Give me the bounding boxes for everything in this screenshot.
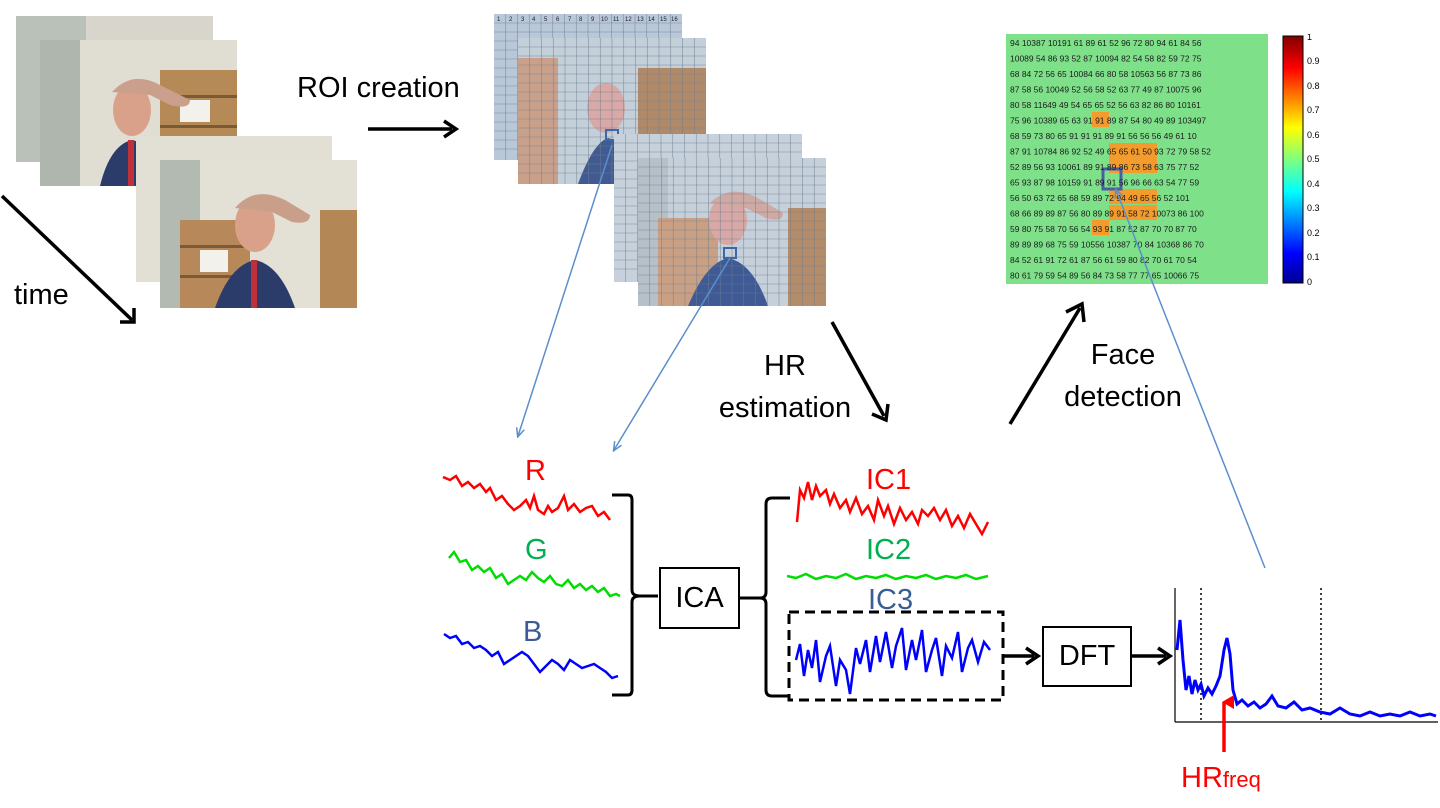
roi-grid-number: 15 — [660, 17, 667, 23]
roi-grid-number: 5 — [544, 17, 548, 23]
heatmap-row: 87 58 56 10049 52 56 58 52 63 77 49 87 1… — [1010, 85, 1202, 95]
roi-grid-number: 11 — [613, 17, 620, 23]
heatmap-row: 10089 54 86 93 52 87 10094 82 54 58 82 5… — [1010, 54, 1202, 64]
hr-estimation-label: HR estimation — [700, 345, 870, 429]
roi-pointer-line-2 — [614, 257, 731, 450]
ic2-label: IC2 — [866, 534, 912, 566]
ic1-label: IC1 — [866, 464, 912, 496]
spectrum-plot — [1174, 588, 1438, 723]
ic-bracket — [759, 496, 790, 698]
roi-pointer-line-1 — [518, 144, 613, 436]
colorbar-tick: 0.8 — [1307, 81, 1320, 91]
heatmap-selected-cell — [1101, 167, 1123, 191]
hr-freq-main: HR — [1181, 762, 1223, 794]
roi-grid-number: 10 — [601, 17, 608, 23]
colorbar-tick: 0 — [1307, 277, 1312, 286]
hr-freq-sub: freq — [1222, 767, 1261, 792]
roi-grid-number: 1 — [497, 17, 501, 23]
b-label: B — [523, 616, 543, 648]
spectrum-trace — [1175, 619, 1437, 718]
ic2-trace — [786, 572, 989, 581]
roi-grid-number: 12 — [625, 17, 632, 23]
ic3-dashed-box — [787, 610, 1005, 702]
roi-grid-number: 9 — [591, 17, 595, 23]
hr-estimation-line2: estimation — [718, 392, 852, 424]
heatmap-row: 59 80 75 58 70 56 54 93 91 87 52 87 70 7… — [1010, 224, 1197, 234]
colorbar-tick: 1 — [1307, 34, 1312, 42]
b-trace — [443, 632, 619, 680]
heatmap-row: 68 59 73 80 65 91 91 91 89 91 56 56 56 4… — [1010, 131, 1197, 141]
heatmap-row: 84 52 61 91 72 61 87 56 61 59 80 82 70 6… — [1010, 255, 1197, 265]
dft-box: DFT — [1042, 626, 1132, 687]
heatmap-row: 68 84 72 56 65 10084 66 80 58 10563 56 8… — [1010, 69, 1202, 79]
heatmap-row: 56 50 63 72 65 68 59 89 72 94 49 65 56 5… — [1010, 193, 1190, 203]
roi-grid-number: 16 — [671, 17, 678, 23]
hr-arrow — [830, 321, 886, 417]
face-detection-line1: Face — [1090, 339, 1156, 371]
roi-grid-number: 8 — [579, 17, 583, 23]
hr-freq-label: HRfreq — [1181, 762, 1261, 795]
g-trace — [448, 549, 621, 598]
heatmap-row: 52 89 56 93 10061 89 91 89 86 73 58 63 7… — [1010, 162, 1199, 172]
ic3-trace — [794, 627, 991, 695]
colorbar-tick: 0.1 — [1307, 252, 1320, 262]
video-frame-4 — [160, 160, 357, 308]
roi-creation-label: ROI creation — [297, 72, 460, 104]
roi-grid-number: 2 — [509, 17, 513, 23]
heatmap-row: 80 58 11649 49 54 65 65 52 56 63 82 86 8… — [1010, 100, 1201, 110]
roi-grid-number: 13 — [637, 17, 644, 23]
heatmap-pointer-line — [1116, 190, 1266, 569]
heatmap-row: 87 91 10784 86 92 52 49 65 65 61 50 93 7… — [1010, 147, 1211, 157]
heatmap-row: 80 61 79 59 54 89 56 84 73 58 77 77 65 1… — [1010, 271, 1199, 281]
time-label: time — [14, 279, 69, 311]
heatmap-row: 89 89 89 68 75 59 10556 10387 70 84 1036… — [1010, 240, 1204, 250]
ic1-trace — [795, 481, 990, 537]
g-label: G — [525, 534, 548, 566]
roi-grid-number: 4 — [532, 17, 536, 23]
r-label: R — [525, 455, 546, 487]
heatmap-row: 68 66 89 89 87 56 80 89 89 91 58 72 1007… — [1010, 209, 1204, 219]
heatmap-row: 65 93 87 98 10159 91 89 91 56 96 66 63 5… — [1010, 178, 1199, 188]
roi-grid-number: 3 — [521, 17, 525, 23]
heatmap-row: 75 96 10389 65 63 91 91 89 87 54 80 49 8… — [1010, 116, 1206, 126]
hr-estimation-line1: HR — [764, 350, 806, 382]
face-detection-arrow — [1008, 307, 1082, 425]
colorbar-tick: 0.7 — [1307, 105, 1320, 115]
r-trace — [442, 474, 611, 521]
face-detection-line2: detection — [1064, 381, 1182, 413]
colorbar-tick: 0.4 — [1307, 179, 1320, 189]
colorbar-tick: 0.3 — [1307, 203, 1320, 213]
colorbar: 1 0.9 0.8 0.7 0.6 0.5 0.4 0.3 0.2 0.1 0 — [1280, 32, 1340, 287]
roi-grid-number: 14 — [648, 17, 655, 23]
face-detection-label: Face detection — [1048, 334, 1198, 418]
roi-grid-number: 7 — [568, 17, 572, 23]
colorbar-tick: 0.6 — [1307, 130, 1320, 140]
ica-box: ICA — [659, 567, 740, 629]
colorbar-tick: 0.2 — [1307, 228, 1320, 238]
colorbar-tick: 0.5 — [1307, 154, 1320, 164]
roi-frame-4 — [638, 158, 826, 306]
ic3-label: IC3 — [868, 584, 914, 616]
colorbar-tick: 0.9 — [1307, 56, 1320, 66]
roi-grid-number: 6 — [556, 17, 560, 23]
video-frame-2 — [40, 40, 237, 186]
time-arrow — [0, 194, 134, 322]
heatmap-row: 94 10387 10191 61 89 61 52 96 72 80 94 6… — [1010, 38, 1202, 48]
